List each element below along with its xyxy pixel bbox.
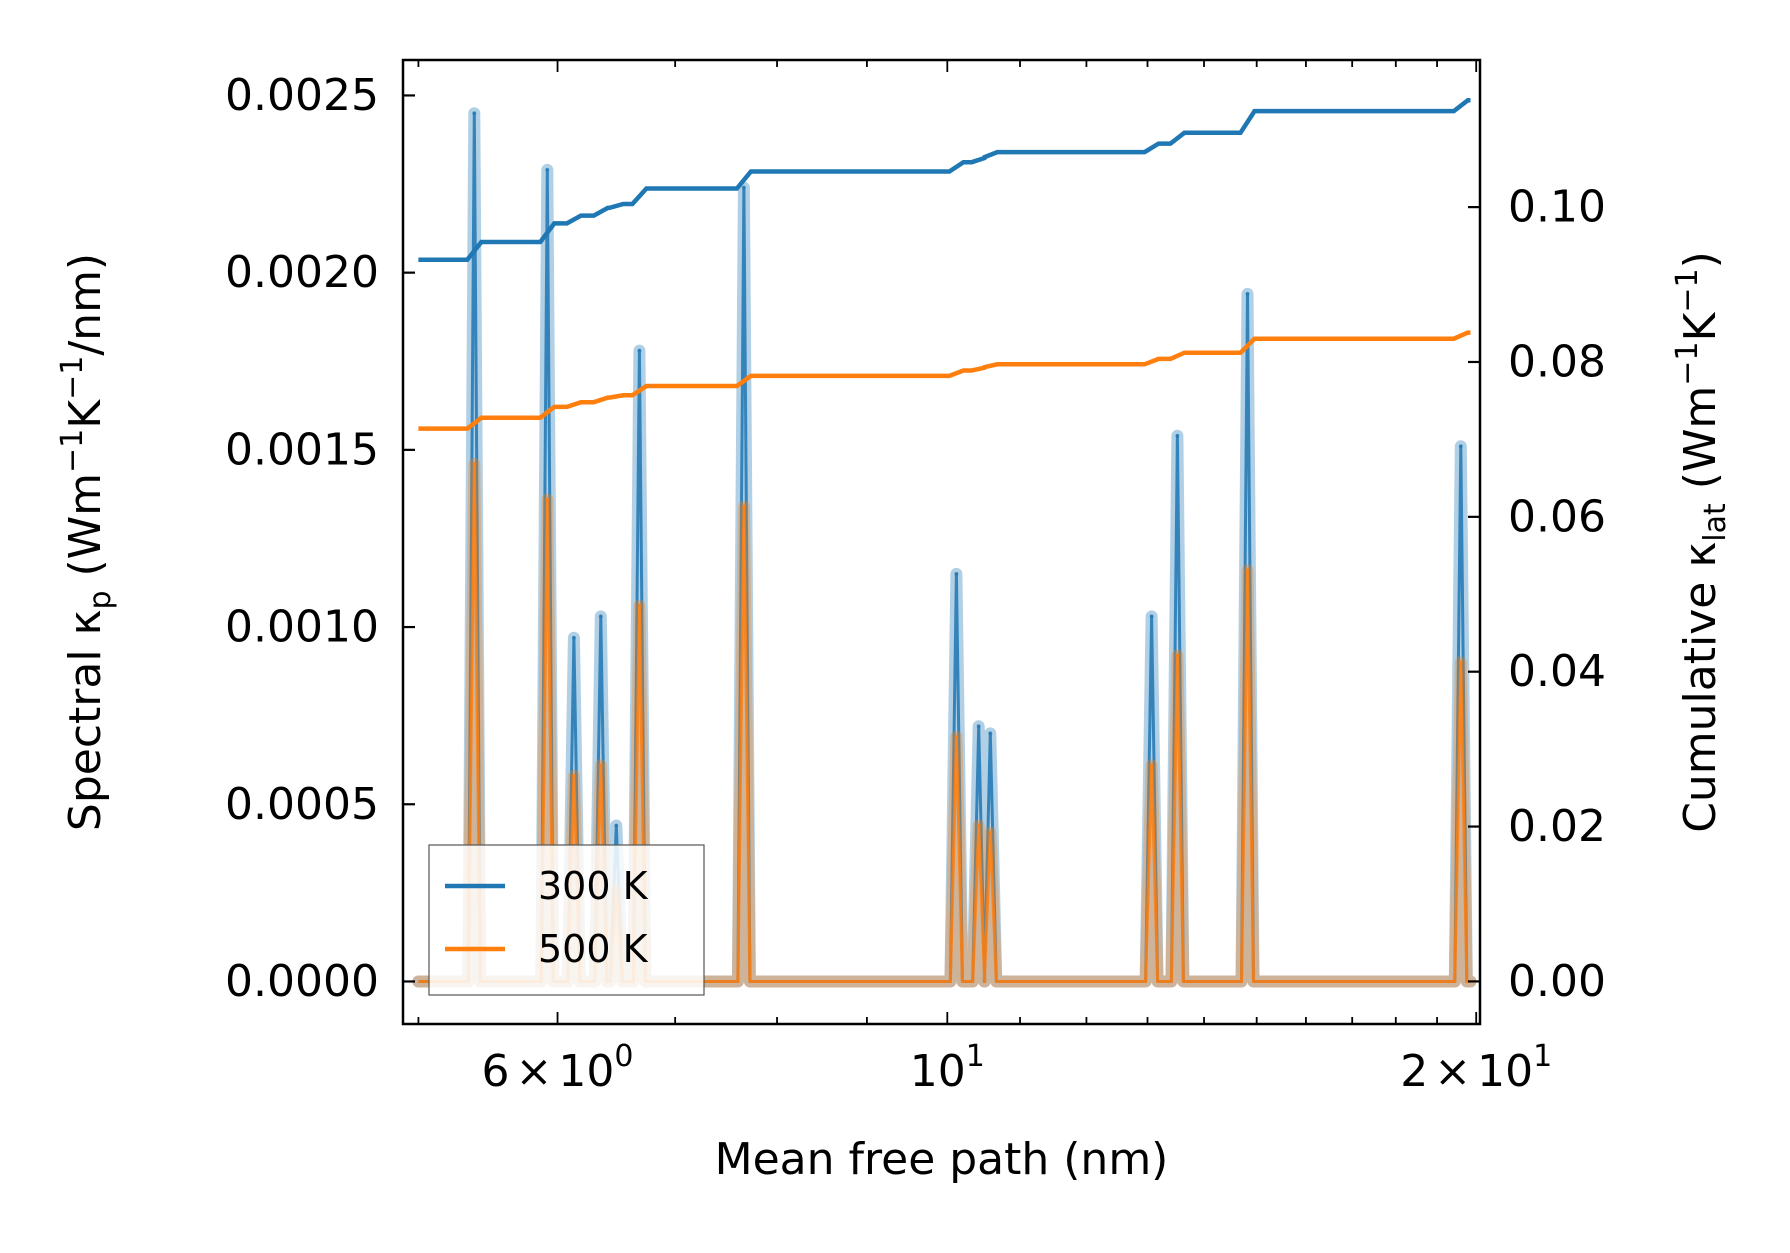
cumulative-step [552,405,556,409]
cumulative-step [995,362,999,366]
cumulative-step [552,221,556,225]
spectral-peak [988,731,993,736]
cumulative-series-500k [418,330,1471,431]
y-left-tick-label: 0.0005 [225,779,379,830]
cumulative-line [418,98,1471,263]
spectral-peak [598,614,603,619]
y-left-tick-label: 0.0020 [225,247,379,298]
spectral-peak [637,603,642,608]
spectral-peak [1149,614,1154,619]
y-right-tick-label: 0.10 [1508,182,1606,233]
cumulative-step [621,393,625,397]
spectral-peak [954,571,959,576]
cumulative-step [984,156,988,160]
spectral-peak [976,823,981,828]
spectral-peak [1458,444,1463,449]
cumulative-step [995,150,999,154]
cumulative-step [1157,142,1161,146]
cumulative-series-300k [418,98,1471,263]
cumulative-step [1466,331,1470,335]
spectral-peak [545,167,550,172]
cumulative-step [961,160,965,164]
cumulative-step [749,170,753,173]
y-right-axis-title: Cumulative κlat (Wm−1K−1) [1670,251,1733,833]
y-left-axis-title: Spectral κp (Wm−1K−1/nm) [55,253,118,831]
x-axis-title: Mean free path (nm) [715,1134,1169,1185]
spectral-peak [741,504,746,509]
y-right-tick-label: 0.08 [1508,336,1606,387]
cumulative-step [621,202,625,206]
y-right-tick-label: 0.04 [1508,646,1606,697]
x-tick-label: 6 × 100 [482,1039,634,1097]
legend-box [428,844,705,996]
y-left-tick-label: 0.0000 [225,956,379,1007]
y-right-tick-label: 0.00 [1508,956,1606,1007]
cumulative-step [1182,131,1186,135]
x-tick-label: 101 [910,1039,985,1097]
cumulative-step [1466,98,1470,102]
spectral-peak [472,111,477,116]
axes: 0.0000 0.0005 0.0010 0.0015 0.0020 0.0025 0.00… [55,58,1733,1185]
spectral-peak [614,823,619,828]
spectral-peak [1149,763,1154,768]
spectral-peak [988,830,993,835]
spectral-peak [472,462,477,466]
cumulative-line [418,330,1471,431]
spectral-peak [954,734,959,739]
cumulative-step [984,365,988,369]
x-tick-label: 2 × 101 [1400,1039,1552,1097]
cumulative-step [1253,337,1256,341]
spectral-peak [1245,568,1250,573]
cumulative-step [579,400,583,404]
cumulative-step [644,187,648,190]
y-left-tick-label: 0.0015 [225,424,379,475]
cumulative-step [579,214,583,218]
y-right-tick-label: 0.06 [1508,491,1606,542]
axes-frame [401,58,1482,1026]
spectral-peak [976,724,981,729]
y-left-tick-label: 0.0010 [225,602,379,653]
cumulative-step [961,369,965,372]
spectral-peak [571,635,576,640]
y-left-tick-label: 0.0025 [225,70,379,121]
legend: 300 K 500 K [428,844,705,996]
cumulative-step [1253,109,1256,113]
spectral-peak [1175,433,1180,438]
legend-label: 300 K [538,864,649,908]
spectral-peak [637,348,642,353]
legend-label: 500 K [538,927,649,971]
cumulative-step [606,206,610,210]
cumulative-step [479,416,483,420]
cumulative-step [1157,357,1161,361]
spectral-peak [741,185,746,190]
cumulative-step [1182,351,1186,355]
cumulative-step [644,384,648,388]
spectral-peak [545,497,550,502]
spectral-peak [571,773,576,778]
spectral-peak [1175,653,1180,658]
cumulative-step [606,396,610,400]
spectral-peak [598,763,603,768]
spectral-peak [1458,660,1463,665]
cumulative-step [479,240,483,244]
spectral-peak [1245,291,1250,296]
cumulative-step [749,374,753,378]
y-right-tick-label: 0.02 [1508,801,1606,852]
